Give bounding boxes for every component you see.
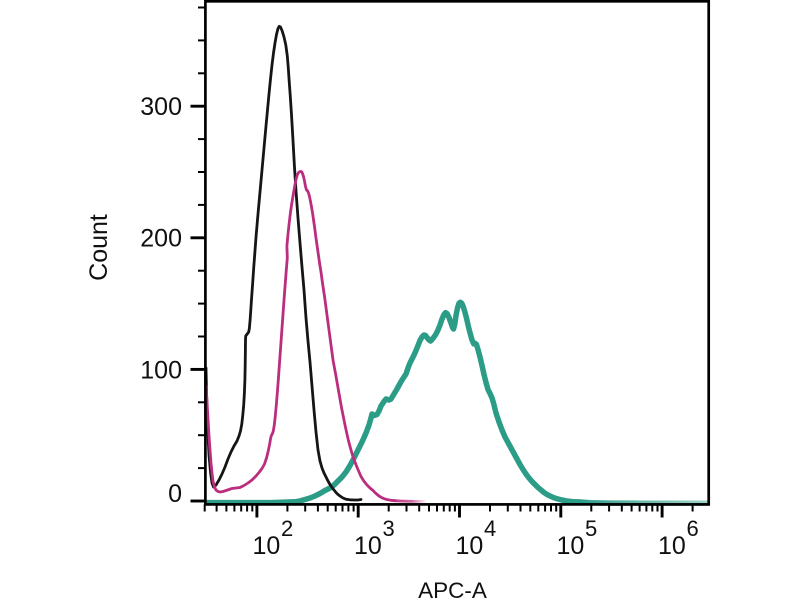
svg-text:3: 3 — [383, 516, 395, 541]
svg-text:2: 2 — [281, 516, 293, 541]
svg-text:10: 10 — [354, 532, 382, 560]
svg-text:6: 6 — [687, 516, 699, 541]
svg-text:5: 5 — [585, 516, 597, 541]
svg-text:200: 200 — [140, 225, 182, 253]
svg-text:300: 300 — [140, 93, 182, 121]
svg-text:10: 10 — [253, 532, 281, 560]
svg-text:0: 0 — [168, 480, 182, 508]
svg-text:100: 100 — [140, 356, 182, 384]
svg-text:10: 10 — [557, 532, 585, 560]
svg-text:APC-A: APC-A — [418, 578, 487, 600]
svg-text:Count: Count — [85, 214, 113, 281]
svg-text:4: 4 — [484, 516, 496, 541]
svg-text:10: 10 — [456, 532, 484, 560]
svg-text:10: 10 — [658, 532, 686, 560]
